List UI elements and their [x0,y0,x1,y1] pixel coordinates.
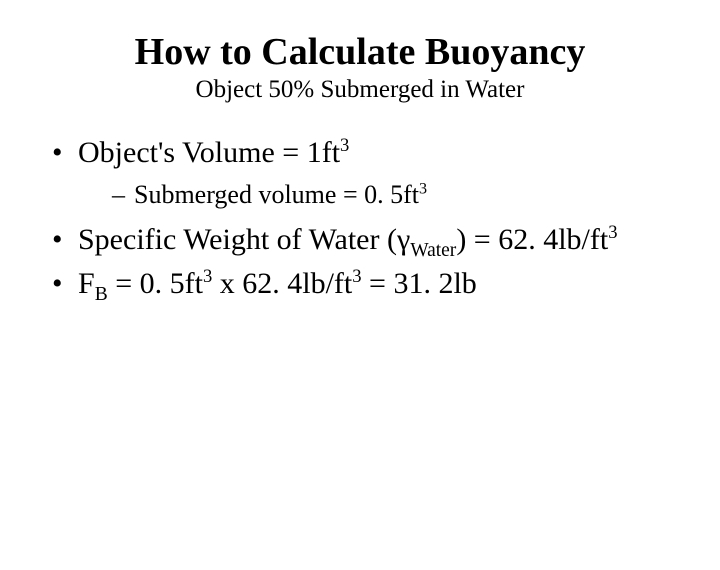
superscript: 3 [352,266,361,287]
sub-bullet-list: Submerged volume = 0. 5ft3 [112,178,720,212]
superscript: 3 [419,180,427,197]
slide: How to Calculate Buoyancy Object 50% Sub… [0,30,720,570]
gamma-symbol: γ [397,223,410,256]
subscript: B [95,284,108,305]
bullet-text: = 31. 2lb [362,267,477,300]
bullet-text: Specific Weight of Water ( [78,223,397,256]
slide-subtitle: Object 50% Submerged in Water [0,76,720,104]
bullet-text: x 62. 4lb/ft [212,267,352,300]
superscript: 3 [340,135,349,156]
bullet-text: Object's Volume = 1ft [78,136,340,169]
bullet-item: FB = 0. 5ft3 x 62. 4lb/ft3 = 31. 2lb [50,265,720,303]
bullet-text: ) = 62. 4lb/ft [456,223,608,256]
bullet-item: Object's Volume = 1ft3 Submerged volume … [50,134,720,211]
bullet-text: F [78,267,95,300]
bullet-text: = 0. 5ft [108,267,203,300]
bullet-list: Object's Volume = 1ft3 Submerged volume … [50,134,720,302]
superscript: 3 [608,222,617,243]
sub-bullet-text: Submerged volume = 0. 5ft [134,180,419,209]
subscript: Water [410,240,456,261]
bullet-item: Specific Weight of Water (γWater) = 62. … [50,221,720,259]
sub-bullet-item: Submerged volume = 0. 5ft3 [112,178,720,212]
slide-title: How to Calculate Buoyancy [0,30,720,74]
superscript: 3 [203,266,212,287]
